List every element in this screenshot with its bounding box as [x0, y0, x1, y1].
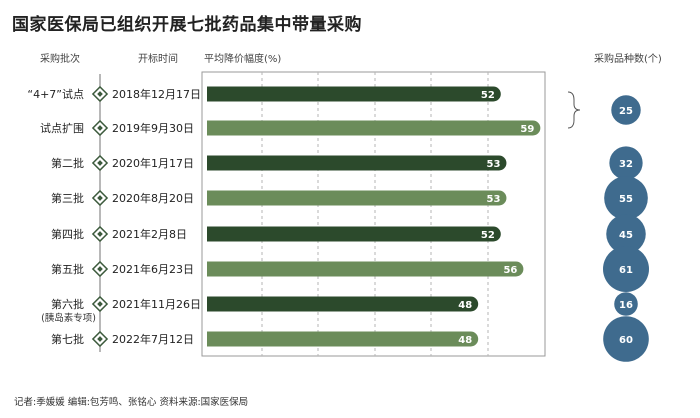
date-label: 2022年7月12日 — [112, 332, 194, 346]
count-bubble-label: 55 — [619, 194, 633, 205]
rate-bar — [207, 120, 541, 136]
batch-label: 第三批 — [51, 191, 84, 205]
rate-bar-flat-end — [207, 226, 222, 242]
rate-bar — [207, 155, 507, 171]
count-bubble — [606, 214, 646, 254]
timeline-marker-dot — [97, 231, 103, 237]
timeline-marker-dot — [97, 125, 103, 131]
rate-bar-flat-end — [207, 120, 222, 136]
batch-label: 第二批 — [51, 156, 84, 170]
rate-bar-label: 56 — [503, 265, 517, 276]
batch-label: 第六批 — [51, 297, 84, 311]
date-column-header: 开标时间 — [138, 54, 178, 65]
batch-label: “4+7”试点 — [27, 88, 84, 101]
rate-bar-label: 53 — [487, 159, 501, 170]
rate-bar — [207, 86, 501, 102]
date-label: 2021年11月26日 — [112, 297, 201, 311]
batch-column-header: 采购批次 — [40, 54, 80, 65]
count-bubble-label: 16 — [619, 300, 633, 311]
rate-bar-label: 48 — [458, 335, 472, 346]
batch-label: 第四批 — [51, 227, 84, 241]
batch-label: 第五批 — [51, 262, 84, 276]
count-bubble — [604, 176, 648, 220]
bracket-icon — [567, 91, 581, 129]
timeline-marker-dot — [97, 160, 103, 166]
timeline-marker-dot — [97, 91, 103, 97]
footer-credits: 记者:季媛媛 编辑:包芳鸣、张铭心 资料来源:国家医保局 — [14, 397, 249, 408]
date-label: 2018年12月17日 — [112, 87, 201, 101]
rate-bar-label: 52 — [481, 230, 495, 241]
rate-bar-flat-end — [207, 155, 222, 171]
rate-bar — [207, 296, 479, 312]
date-label: 2020年8月20日 — [112, 191, 194, 205]
chart-title: 国家医保局已组织开展七批药品集中带量采购 — [12, 15, 362, 35]
rate-bar-flat-end — [207, 86, 222, 102]
count-bubble — [614, 292, 638, 316]
date-label: 2020年1月17日 — [112, 156, 194, 170]
timeline-marker-dot — [97, 195, 103, 201]
date-label: 2019年9月30日 — [112, 121, 194, 135]
rate-bar-flat-end — [207, 331, 222, 347]
rate-bar — [207, 261, 524, 277]
rate-bar-flat-end — [207, 190, 222, 206]
count-bubble — [603, 316, 649, 362]
rate-bar-label: 52 — [481, 90, 495, 101]
batch-label: 第七批 — [51, 332, 84, 346]
rate-bar-label: 48 — [458, 300, 472, 311]
rate-bar-label: 59 — [520, 124, 534, 135]
count-column-header: 采购品种数(个) — [594, 54, 662, 65]
batch-sublabel: (胰岛素专项) — [41, 312, 96, 324]
batch-label: 试点扩围 — [40, 121, 84, 135]
rate-bar-label: 53 — [487, 194, 501, 205]
count-bubble — [611, 95, 641, 125]
count-bubble-label: 45 — [619, 230, 633, 241]
count-bubble-label: 61 — [619, 265, 633, 276]
rate-bar — [207, 226, 501, 242]
date-label: 2021年6月23日 — [112, 262, 194, 276]
timeline-marker-dot — [97, 266, 103, 272]
count-bubble — [609, 146, 643, 180]
rate-bar — [207, 190, 507, 206]
rate-bar — [207, 331, 479, 347]
timeline-marker-dot — [97, 301, 103, 307]
count-bubble-label: 60 — [619, 335, 633, 346]
rate-bar-flat-end — [207, 261, 222, 277]
timeline-marker-dot — [97, 336, 103, 342]
date-label: 2021年2月8日 — [112, 227, 187, 241]
rate-bar-flat-end — [207, 296, 222, 312]
plot-frame — [201, 71, 546, 357]
count-bubble-label: 25 — [619, 106, 633, 117]
rate-column-header: 平均降价幅度(%) — [204, 54, 282, 65]
count-bubble-label: 32 — [619, 159, 633, 170]
count-bubble — [603, 246, 649, 292]
